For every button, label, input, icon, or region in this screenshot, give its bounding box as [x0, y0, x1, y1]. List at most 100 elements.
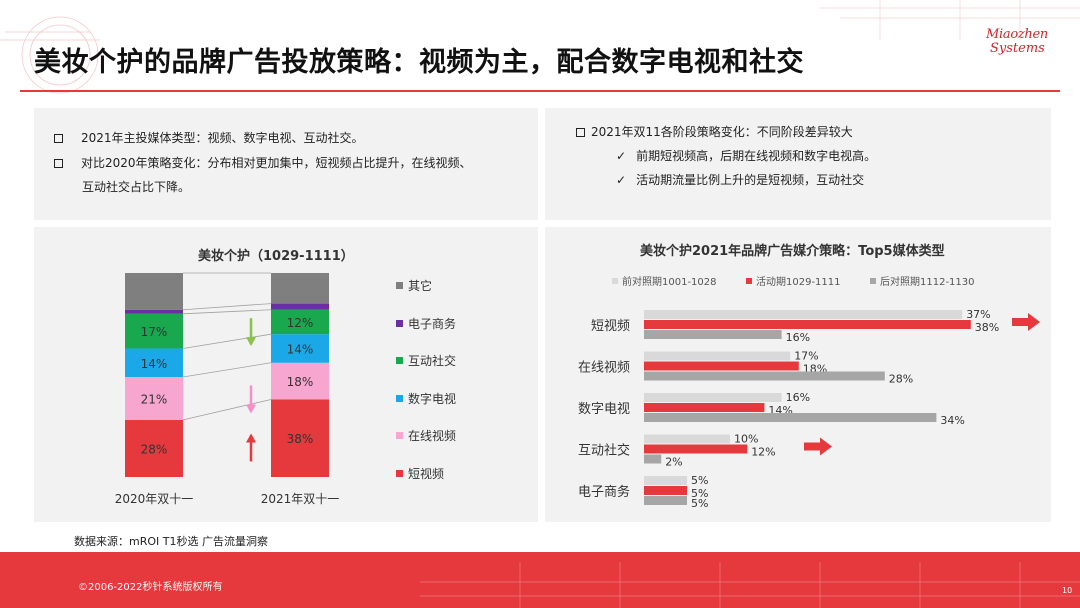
- highlight-arrow-icon: [804, 437, 832, 456]
- connector-line: [182, 303, 272, 311]
- legend-item: 电子商务: [396, 315, 456, 332]
- bullet-item: 对比2020年策略变化：分布相对更加集中，短视频占比提升，在线视频、: [54, 153, 472, 173]
- check-item: ✓ 活动期流量比例上升的是短视频，互动社交: [616, 170, 864, 190]
- legend-label: 互动社交: [408, 354, 457, 368]
- bar-data-label: 21%: [141, 392, 168, 406]
- bar-data-label: 14%: [141, 357, 168, 371]
- bar: [644, 476, 687, 485]
- bar: [644, 434, 730, 444]
- bar-data-label: 16%: [786, 391, 810, 404]
- decorative-circle-lines: [0, 16, 100, 94]
- bar: [644, 486, 687, 495]
- data-source: 数据来源：mROI T1秒选 广告流量洞察: [74, 535, 268, 548]
- legend-swatch: [396, 282, 403, 289]
- bar-data-label: 34%: [940, 414, 964, 427]
- legend-item: 短视频: [396, 465, 444, 482]
- bar: [644, 444, 748, 454]
- bar-data-label: 18%: [287, 375, 314, 389]
- bar-segment: [125, 273, 183, 310]
- bar-data-label: 17%: [141, 325, 168, 339]
- legend-label: 数字电视: [408, 391, 457, 406]
- bar-data-label: 12%: [287, 316, 314, 330]
- legend-swatch: [396, 469, 403, 477]
- category-label: 互动社交: [578, 443, 630, 459]
- connector-line: [182, 399, 272, 421]
- bar: [644, 496, 687, 505]
- legend-item: 在线视频: [396, 427, 456, 444]
- trend-arrow-head: [246, 337, 256, 347]
- footer-grid-decor: [420, 562, 1080, 608]
- category-label: 在线视频: [578, 361, 630, 376]
- bar-data-label: 2%: [665, 456, 682, 469]
- bar: [644, 371, 885, 381]
- square-bullet-icon: [54, 134, 63, 143]
- legend-label: 活动期1029-1111: [756, 277, 841, 288]
- legend-item: 后对照期1112-1130: [870, 273, 975, 288]
- check-icon: ✓: [616, 149, 627, 163]
- miaozhen-logo: Miaozhen Systems: [986, 28, 1066, 56]
- bar-data-label: 28%: [889, 373, 913, 386]
- legend-label: 电子商务: [408, 316, 457, 331]
- legend-swatch: [746, 278, 752, 284]
- bar-segment: [271, 399, 329, 477]
- decorative-grid-lines: [820, 0, 1080, 40]
- bar-segment: [271, 303, 329, 310]
- bar: [644, 361, 799, 371]
- page-title: 美妆个护的品牌广告投放策略：视频为主，配合数字电视和社交: [34, 47, 804, 78]
- legend-swatch: [396, 357, 403, 364]
- category-label: 2021年双十一: [261, 492, 340, 506]
- legend-item: 其它: [396, 277, 432, 294]
- highlight-arrow-icon: [1012, 313, 1040, 331]
- bar: [644, 310, 963, 319]
- square-bullet-icon: [576, 128, 585, 137]
- square-bullet-icon: [54, 159, 63, 168]
- legend-item: 前对照期1001-1028: [612, 273, 717, 288]
- bar-segment: [125, 348, 183, 378]
- category-label: 2020年双十一: [115, 492, 194, 506]
- legend-label: 在线视频: [408, 429, 457, 443]
- legend-label: 其它: [408, 279, 433, 293]
- bar-data-label: 28%: [141, 442, 168, 456]
- bar-data-label: 17%: [794, 350, 818, 363]
- bar-data-label: 38%: [975, 321, 999, 334]
- bar: [644, 330, 782, 339]
- bar: [644, 320, 971, 329]
- bar-data-label: 5%: [691, 474, 708, 487]
- connector-line: [182, 333, 272, 349]
- legend-swatch: [612, 278, 618, 284]
- bar: [644, 393, 782, 402]
- legend-item: 数字电视: [396, 390, 456, 407]
- legend-label: 后对照期1112-1130: [880, 277, 975, 288]
- summary-panel-right: [545, 108, 1051, 220]
- category-label: 短视频: [591, 319, 630, 334]
- bullet-item: 2021年双11各阶段策略变化：不同阶段差异较大: [576, 122, 853, 142]
- legend-swatch: [870, 278, 876, 284]
- bullet-item: 2021年主投媒体类型：视频、数字电视、互动社交。: [54, 128, 364, 148]
- legend-swatch: [396, 432, 403, 439]
- title-underline: [20, 90, 1060, 92]
- footer-bar: [0, 552, 1080, 608]
- logo-line-1: Miaozhen: [986, 27, 1048, 42]
- bar: [644, 351, 791, 361]
- bar-data-label: 5%: [691, 497, 708, 510]
- bar-segment: [271, 362, 329, 400]
- check-icon: ✓: [616, 173, 627, 187]
- bar-segment: [125, 419, 183, 477]
- bar-data-label: 12%: [751, 446, 775, 459]
- check-item: ✓ 前期短视频高，后期在线视频和数字电视高。: [616, 146, 876, 166]
- legend-item: 互动社交: [396, 352, 456, 369]
- legend-swatch: [396, 319, 403, 327]
- page-number: 10: [1062, 586, 1073, 595]
- legend-label: 短视频: [408, 466, 445, 481]
- legend-swatch: [396, 394, 403, 402]
- bar-segment: [125, 377, 183, 420]
- bullet-continuation: 互动社交占比下降。: [82, 180, 191, 194]
- horizontal-chart-title: 美妆个护2021年品牌广告媒介策略：Top5媒体类型: [640, 244, 945, 259]
- legend-label: 前对照期1001-1028: [622, 277, 717, 288]
- bar: [644, 403, 765, 412]
- stacked-bar-chart: 28% 21% 14% 17% 2020年双十一 38% 18% 14% 12% 2021年双十一: [115, 272, 340, 506]
- bar: [644, 413, 937, 422]
- trend-arrow-head: [246, 433, 256, 443]
- bar-data-label: 5%: [691, 487, 708, 500]
- horizontal-bar-chart: 短视频37%38%16%在线视频17%18%28%数字电视16%14%34%互动…: [578, 308, 1040, 510]
